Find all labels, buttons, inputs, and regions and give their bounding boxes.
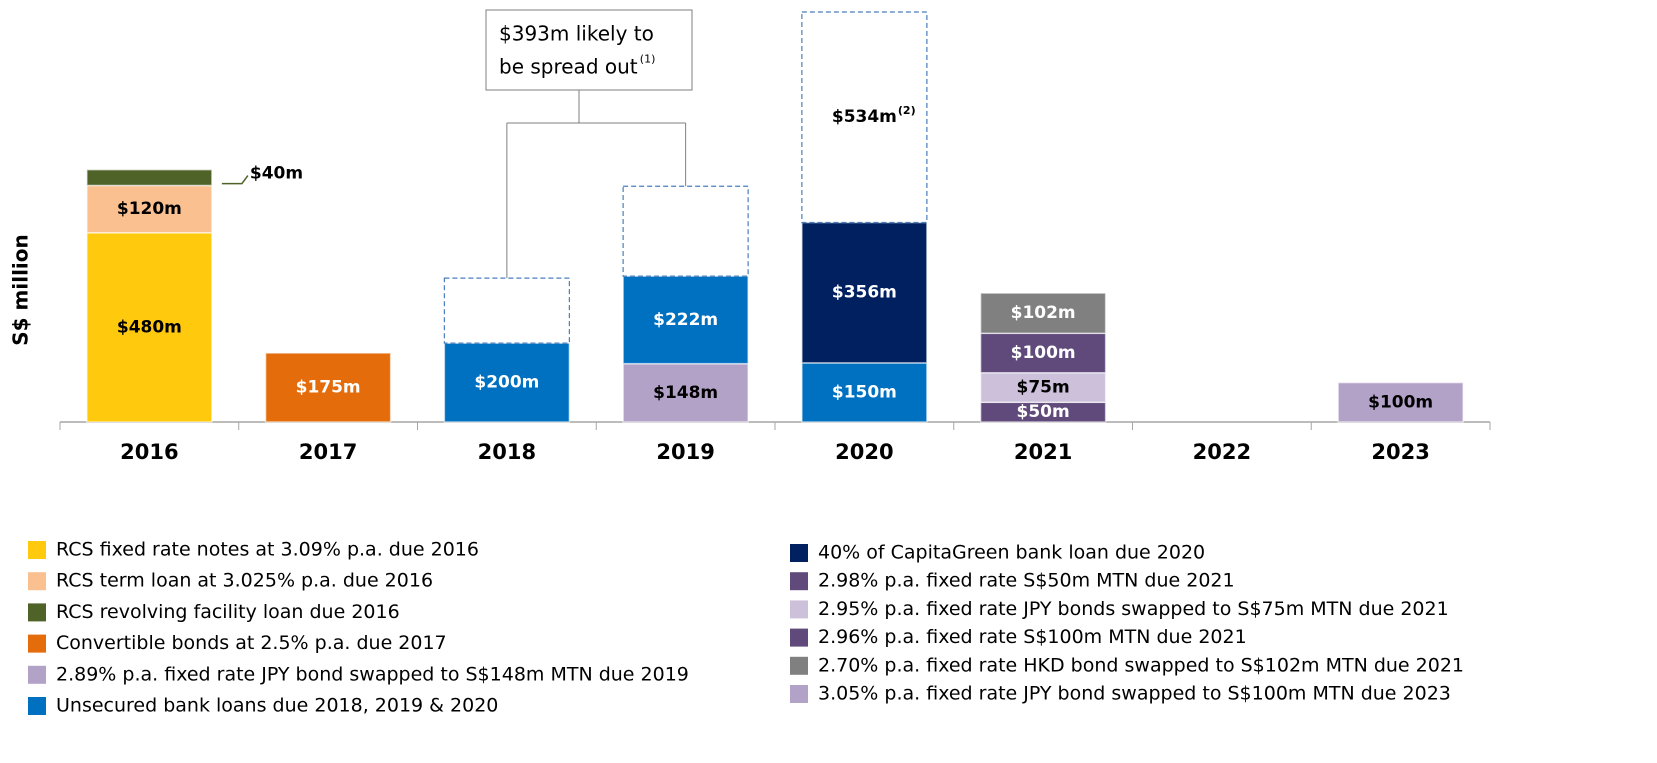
bar-segment xyxy=(1337,381,1464,423)
value-label: $100m xyxy=(1368,392,1433,412)
legend-swatch xyxy=(28,697,46,715)
value-label-note: (2) xyxy=(898,104,916,117)
label-connector xyxy=(221,175,249,185)
x-tick-label: 2020 xyxy=(835,440,893,464)
legend-label: RCS term loan at 3.025% p.a. due 2016 xyxy=(56,570,433,592)
value-label: $100m xyxy=(1011,343,1076,363)
legend-swatch xyxy=(790,600,808,619)
legend-swatch xyxy=(790,656,808,675)
value-label: $175m xyxy=(296,378,361,398)
value-label: $150m xyxy=(832,382,897,402)
value-label: $356m xyxy=(832,283,897,303)
x-tick-label: 2023 xyxy=(1371,440,1429,464)
legend-label: 2.89% p.a. fixed rate JPY bond swapped t… xyxy=(56,663,689,685)
value-label: $222m xyxy=(653,310,718,330)
legend-swatch xyxy=(790,685,808,703)
bar-segment xyxy=(264,352,392,423)
dashed-bar-segment xyxy=(622,185,749,277)
bar-segment xyxy=(801,362,928,423)
bar-segment xyxy=(801,221,928,364)
y-axis-label: S$ million xyxy=(9,234,33,346)
value-label: $75m xyxy=(1017,378,1070,398)
x-tick-label: 2016 xyxy=(120,440,178,464)
legend-swatch xyxy=(790,572,808,591)
bar-segment xyxy=(622,362,749,423)
legend-label: 2.98% p.a. fixed rate S$50m MTN due 2021 xyxy=(818,570,1235,592)
legend-label: Convertible bonds at 2.5% p.a. due 2017 xyxy=(56,632,447,654)
x-tick-label: 2021 xyxy=(1014,440,1072,464)
bar-segment xyxy=(86,232,213,423)
legend-label: 2.70% p.a. fixed rate HKD bond swapped t… xyxy=(818,654,1464,676)
x-tick-label: 2022 xyxy=(1193,440,1251,464)
legend-swatch xyxy=(28,665,46,684)
annotation-note: (1) xyxy=(640,53,656,66)
legend-label: RCS fixed rate notes at 3.09% p.a. due 2… xyxy=(56,539,479,561)
x-tick-label: 2017 xyxy=(299,440,357,464)
legend-label: Unsecured bank loans due 2018, 2019 & 20… xyxy=(56,695,498,717)
legend-swatch xyxy=(790,628,808,647)
annotation-box xyxy=(485,9,693,91)
value-label: $102m xyxy=(1011,303,1076,323)
legend-swatch xyxy=(790,544,808,562)
value-label: $50m xyxy=(1017,402,1070,422)
annotation-text: $393m likely to xyxy=(499,22,654,46)
value-label: $148m xyxy=(653,383,718,403)
value-label: $40m xyxy=(250,164,303,184)
x-tick-label: 2018 xyxy=(478,440,536,464)
bar-segment xyxy=(979,292,1107,335)
legend-label: 3.05% p.a. fixed rate JPY bond swapped t… xyxy=(818,683,1451,705)
bar-segment xyxy=(622,275,749,365)
legend-swatch xyxy=(28,572,46,591)
value-label: $534m xyxy=(832,107,897,127)
legend-label: 2.96% p.a. fixed rate S$100m MTN due 202… xyxy=(818,626,1247,648)
legend-label: 40% of CapitaGreen bank loan due 2020 xyxy=(818,542,1205,564)
bar-segment xyxy=(443,342,571,423)
value-label: $200m xyxy=(474,373,539,393)
bar-segment xyxy=(979,371,1107,404)
legend-swatch xyxy=(28,603,46,622)
bar-segment xyxy=(86,184,213,234)
value-label: $120m xyxy=(117,199,182,219)
legend-swatch xyxy=(28,541,46,559)
bar-segment xyxy=(86,168,213,187)
dashed-bar-segment xyxy=(443,277,570,344)
value-label: $480m xyxy=(117,317,182,337)
x-tick-label: 2019 xyxy=(656,440,714,464)
legend-swatch xyxy=(28,634,46,653)
annotation-text: be spread out xyxy=(499,55,638,79)
legend-label: RCS revolving facility loan due 2016 xyxy=(56,601,400,623)
legend-label: 2.95% p.a. fixed rate JPY bonds swapped … xyxy=(818,598,1449,620)
